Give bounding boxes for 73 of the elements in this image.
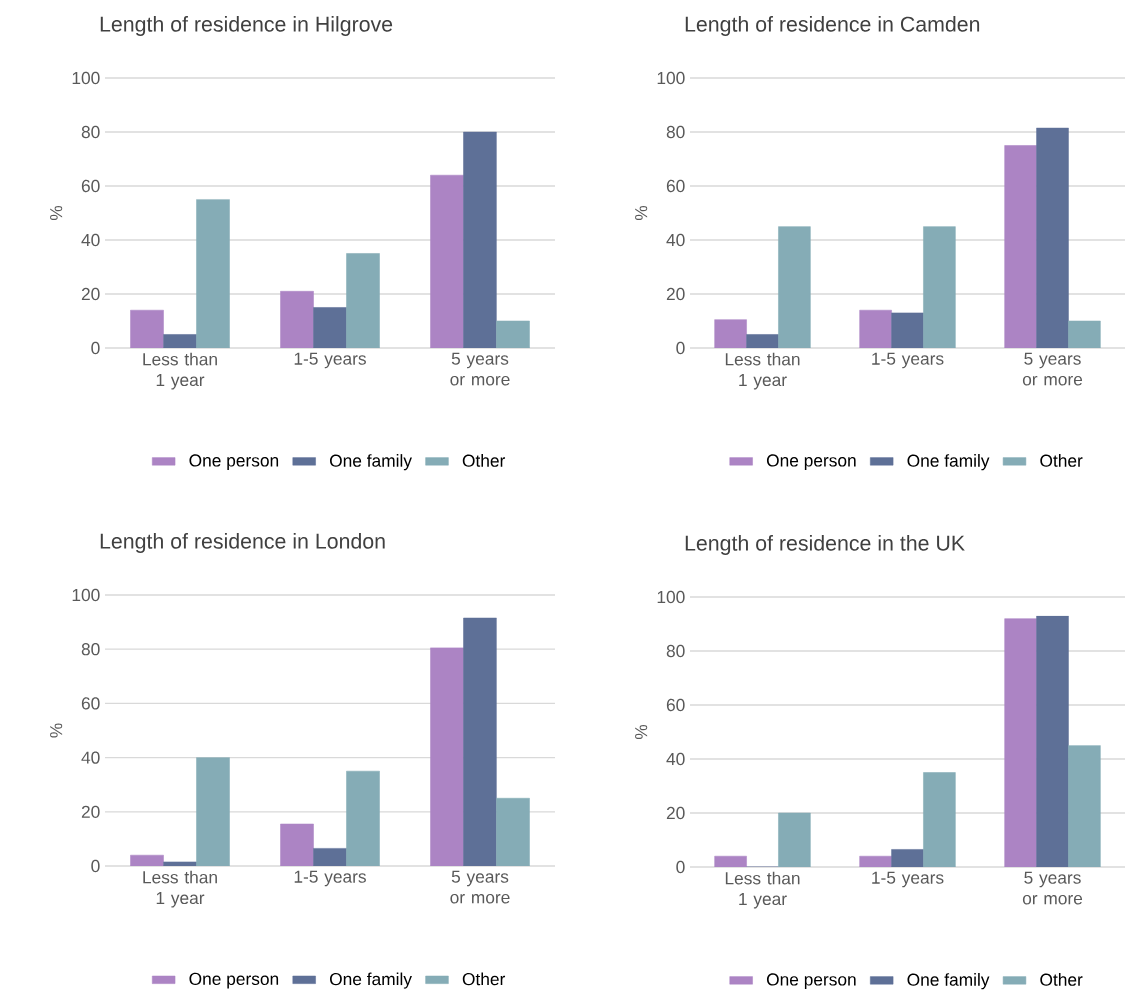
y-tick-label: 40 bbox=[666, 752, 685, 766]
y-tick-label: 60 bbox=[666, 698, 685, 712]
y-tick-label: 0 bbox=[676, 860, 685, 874]
x-tick-label: Less than 1 year bbox=[143, 352, 217, 390]
legend-label: Other bbox=[1040, 973, 1083, 986]
legend-label: Other bbox=[462, 972, 506, 986]
bar bbox=[778, 226, 811, 348]
bar bbox=[859, 855, 892, 867]
x-tick-label: 5 years or more bbox=[1022, 352, 1083, 386]
bar bbox=[923, 226, 956, 348]
y-axis-title: % bbox=[50, 205, 63, 221]
legend-label: One family bbox=[907, 973, 990, 990]
y-tick-label: 20 bbox=[666, 806, 685, 820]
y-tick-label: 100 bbox=[72, 71, 100, 85]
legend-label: One person bbox=[766, 454, 856, 471]
legend-label: Other bbox=[462, 454, 506, 467]
y-tick-label: 100 bbox=[72, 588, 100, 602]
bar bbox=[1004, 618, 1037, 867]
bar bbox=[891, 849, 924, 867]
bar bbox=[859, 309, 892, 348]
y-axis-title: % bbox=[635, 205, 648, 221]
legend-label: One family bbox=[907, 454, 990, 471]
x-tick-label: 1-5 years bbox=[872, 352, 944, 369]
legend-label: One person bbox=[766, 973, 856, 990]
x-tick-label: Less than 1 year bbox=[725, 352, 800, 390]
bar bbox=[280, 291, 314, 348]
y-tick-label: 40 bbox=[81, 751, 100, 764]
y-tick-label: 0 bbox=[91, 341, 100, 355]
bar bbox=[891, 312, 924, 348]
y-tick-label: 100 bbox=[657, 71, 685, 85]
bar bbox=[1036, 127, 1069, 348]
legend-label: One person bbox=[189, 972, 279, 989]
y-tick-label: 80 bbox=[666, 125, 685, 139]
y-tick-label: 80 bbox=[81, 125, 100, 139]
bar bbox=[714, 319, 747, 348]
y-axis-title: % bbox=[50, 723, 63, 738]
chart-title: Length of residence in Hilgrove bbox=[100, 16, 393, 36]
y-axis-title: % bbox=[635, 724, 648, 740]
y-tick-label: 40 bbox=[81, 233, 100, 247]
x-tick-label: 1-5 years bbox=[294, 352, 366, 369]
x-tick-label: 5 years or more bbox=[450, 352, 510, 386]
bar bbox=[714, 855, 747, 867]
y-tick-label: 100 bbox=[657, 590, 685, 604]
bar bbox=[746, 334, 779, 348]
legend-label: Other bbox=[1040, 454, 1083, 467]
legend-label: One family bbox=[329, 972, 412, 989]
y-tick-label: 60 bbox=[81, 179, 100, 193]
bar bbox=[430, 174, 464, 348]
y-tick-label: 0 bbox=[676, 341, 685, 355]
x-tick-label: 5 years or more bbox=[450, 870, 510, 904]
x-tick-label: Less than 1 year bbox=[725, 871, 800, 909]
legend-label: One family bbox=[329, 454, 412, 471]
x-tick-label: 5 years or more bbox=[1022, 871, 1083, 905]
chart-title: Length of residence in London bbox=[100, 533, 385, 553]
bar bbox=[130, 309, 164, 348]
bar bbox=[1068, 320, 1101, 348]
y-tick-label: 60 bbox=[81, 697, 100, 710]
y-tick-label: 40 bbox=[666, 233, 685, 247]
y-tick-label: 80 bbox=[81, 643, 100, 656]
y-tick-label: 80 bbox=[666, 644, 685, 658]
y-tick-label: 60 bbox=[666, 179, 685, 193]
chart-title: Length of residence in Camden bbox=[685, 16, 980, 36]
x-tick-label: Less than 1 year bbox=[143, 870, 217, 908]
y-tick-label: 20 bbox=[666, 287, 685, 301]
y-tick-label: 0 bbox=[91, 859, 100, 873]
chart-title: Length of residence in the UK bbox=[685, 535, 965, 555]
y-tick-label: 20 bbox=[81, 287, 100, 301]
x-tick-label: 1-5 years bbox=[872, 871, 944, 888]
bar bbox=[1036, 615, 1069, 867]
y-tick-label: 20 bbox=[81, 805, 100, 818]
bar bbox=[1004, 145, 1037, 348]
legend-label: One person bbox=[189, 454, 279, 471]
x-tick-label: 1-5 years bbox=[294, 870, 366, 887]
